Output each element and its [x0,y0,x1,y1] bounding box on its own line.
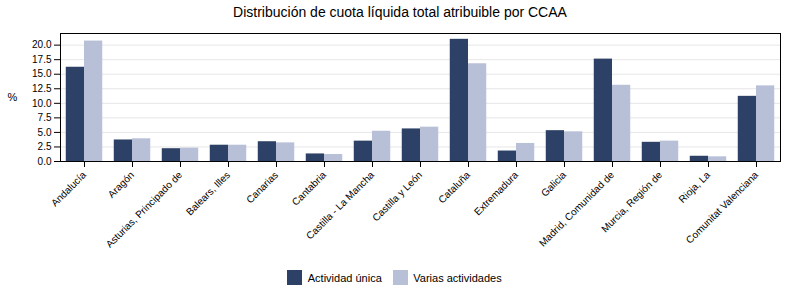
svg-text:10.0: 10.0 [32,98,52,109]
svg-text:Comunitat Valenciana: Comunitat Valenciana [684,169,761,246]
svg-text:Madrid, Comunidad de: Madrid, Comunidad de [537,169,617,249]
svg-text:2.5: 2.5 [38,141,52,152]
svg-text:Aragón: Aragón [106,169,137,200]
svg-text:Rioja, La: Rioja, La [676,169,712,205]
svg-text:Asturias, Principado de: Asturias, Principado de [104,169,185,250]
svg-text:Castilla - La Mancha: Castilla - La Mancha [304,169,377,242]
svg-text:Castilla y León: Castilla y León [370,169,424,223]
html-text:Distribución de cuota líquida: Distribución de cuota líquida total atri… [233,4,567,20]
svg-text:12.5: 12.5 [32,83,52,94]
svg-text:Murcia, Región de: Murcia, Región de [599,169,664,234]
svg-text:17.5: 17.5 [32,54,52,65]
html-text:Varias actividades: Varias actividades [413,271,502,284]
svg-text:Galicia: Galicia [539,169,569,199]
svg-text:Cantabria: Cantabria [290,169,329,208]
svg-text:0.0: 0.0 [38,156,52,167]
svg-text:5.0: 5.0 [38,127,52,138]
svg-text:Cataluña: Cataluña [436,169,472,205]
svg-text:%: % [8,91,18,103]
svg-text:15.0: 15.0 [32,68,52,79]
svg-text:Canarias: Canarias [244,169,280,205]
svg-text:Andalucía: Andalucía [49,169,89,209]
svg-text:Balears, Illes: Balears, Illes [184,169,232,217]
svg-text:Extremadura: Extremadura [472,169,521,218]
svg-text:20.0: 20.0 [32,39,52,50]
html-text:Actividad única: Actividad única [307,271,382,284]
svg-text:7.5: 7.5 [38,112,52,123]
